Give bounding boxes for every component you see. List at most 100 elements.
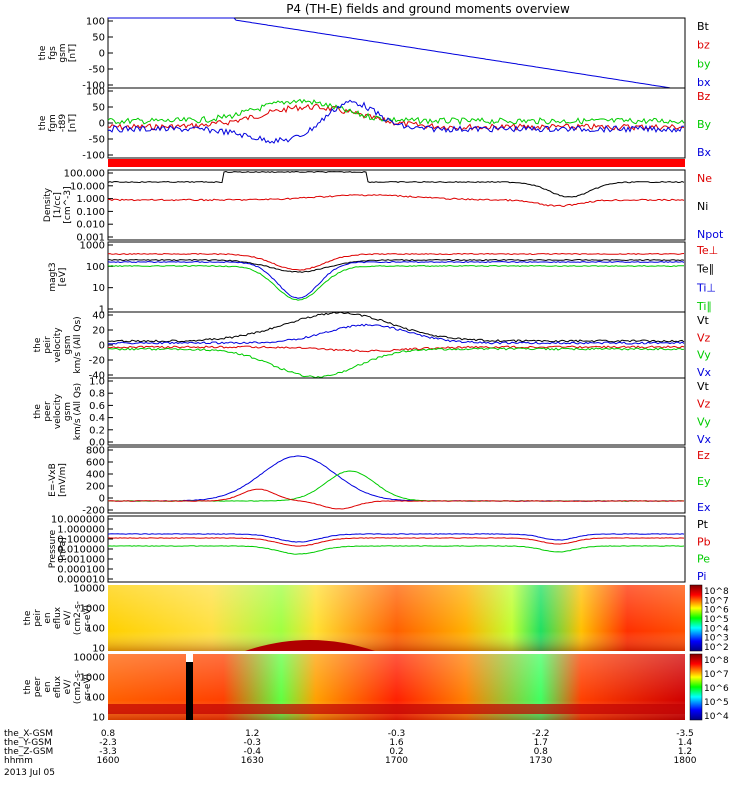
legend-Bz: Bz [697,90,711,103]
trace-blue [108,17,684,89]
panel-9: the peir en eflux eV/(cm2-s-sr-eV) 10000 1000 1… [23,584,729,655]
legend-Bt: Bt [697,20,710,33]
panel-1-ylabel: the [38,45,48,60]
xaxis-value: -3.5 [676,729,694,739]
panel-4-ytick: 1 [99,305,105,316]
panel-1-ytick: 50 [92,33,105,44]
colorbar-label: 10^4 [704,712,729,722]
panel-3-ytick: 0.100 [76,207,105,218]
panel-2-ylabel: [nT] [68,114,78,132]
trace-blue [107,260,685,299]
xaxis-value: 1.6 [389,738,404,748]
panel-7-ytick: -200 [82,506,105,517]
colorbar-label: 10^2 [704,643,729,653]
colorbar [689,584,703,652]
trace-red [107,345,685,353]
xaxis-value: -0.4 [243,747,261,757]
xaxis-value: 1.2 [245,729,259,739]
panel-2-ytick: -100 [82,151,105,162]
panel-5-ytick: 0 [99,341,105,352]
panel-1: the fgs gsm [nT] 100 50 0 -50 -100 Bt bz by bx [38,17,711,92]
xaxis-row-label: the_X-GSM [4,729,53,739]
panel-6-ytick: 0.2 [89,425,105,436]
colorbar-label: 10^3 [704,634,729,644]
panel-9-ytick: 1000 [80,604,105,615]
panel-10-ylabel: eV/ [63,679,73,695]
trace-green [107,264,684,301]
separator-bar [108,159,685,167]
panel-6-ylabel: the [33,404,43,419]
xaxis-value: -3.3 [99,747,117,757]
panel-8-ytick: 10.000000 [51,515,105,526]
panel-3-ytick: 0.010 [76,220,105,231]
panel-9-ylabel: (cm2-s- [73,601,83,635]
legend-Pi: Pi [697,570,706,583]
trace-blue [107,533,685,543]
trace-red [108,488,685,510]
xaxis-value: -2.2 [532,729,550,739]
panel-7-ytick: 600 [86,458,105,469]
trace-green [107,545,685,555]
panel-3-ytick: 10.000 [70,181,105,192]
panel-4-ytick: 10 [92,283,105,294]
legend-Pt: Pt [697,518,709,531]
panel-5-ytick: -20 [89,356,105,367]
panel-5-ylabel: peir [43,336,53,354]
panel-10-ytick: 100 [86,693,105,704]
colorbar-label: 10^6 [704,606,729,616]
legend-Bx: Bx [697,146,712,159]
legend-bx: bx [697,76,711,89]
panel-7-ytick: 400 [86,470,105,481]
legend-Vx: Vx [697,366,712,379]
legend-Ne: Ne [697,172,712,185]
legend-Te⊥: Te⊥ [696,244,718,257]
panel-3-ytick: 0.001 [76,233,105,244]
panel-4: magt3 [eV] 1000 100 10 1 Te⊥ Te∥ Ti⊥ Ti∥ [48,241,718,316]
panel-10-ylabel: (cm2-s- [73,670,83,704]
panel-10-ytick: 1000 [80,673,105,684]
legend-Pb: Pb [697,535,711,548]
panel-9-ytick: 10000 [73,584,105,595]
trace-green [107,98,685,126]
panel-2-ytick: 0 [99,119,105,130]
panel-frame [107,17,686,89]
legend-Vy: Vy [697,415,711,428]
colorbar-label: 10^7 [704,596,729,606]
panel-8-ylabel: [nPa] [58,537,68,560]
xaxis-value: 0.8 [534,747,549,757]
panel-10: the peer en eflux eV/(cm2-s-sr-eV) 10000 1000 1… [23,653,729,724]
colorbar-label: 10^8 [704,656,729,666]
xaxis-value: 1.7 [534,738,548,748]
panel-5-ylabel: gsm [63,335,73,354]
panel-frame [107,87,686,159]
panel-10-ylabel: the [23,679,33,694]
legend-bz: bz [697,39,710,52]
data-gap [186,654,193,720]
colorbar-label: 10^7 [704,670,729,680]
panel-frame [107,241,686,313]
panel-10-ytick: 10000 [73,653,105,664]
panel-8-ytick: 0.000100 [57,565,105,576]
panel-8-ylabel: Pressure [48,529,58,568]
panel-6: the peer velocity gsm km/s (All Qs) 1.00.80.6… [33,377,712,449]
panel-6-ytick: 0.8 [89,389,105,400]
trace-red [107,103,685,131]
panel-3-ytick: 100.000 [64,169,105,180]
panel-5-ylabel: km/s (All Qs) [73,316,83,373]
xaxis-value: 1600 [97,756,120,766]
trace-black [107,170,685,198]
legend-Npot: Npot [697,228,724,241]
panel-frame [107,169,686,241]
legend-Vz: Vz [697,331,711,344]
panel-10-ylabel: eflux [53,675,63,698]
panel-6-ytick: 0.6 [89,401,105,412]
legend-Ti∥: Ti∥ [696,300,712,313]
xaxis-value: 1800 [674,756,697,766]
xaxis-value: 1730 [529,756,552,766]
panel-9-ylabel: eV/ [63,610,73,626]
trace-blue [107,99,684,144]
xaxis-value: -0.3 [243,738,261,748]
panel-5-ylabel: the [33,337,43,352]
xaxis-date: 2013 Jul 05 [4,768,55,778]
